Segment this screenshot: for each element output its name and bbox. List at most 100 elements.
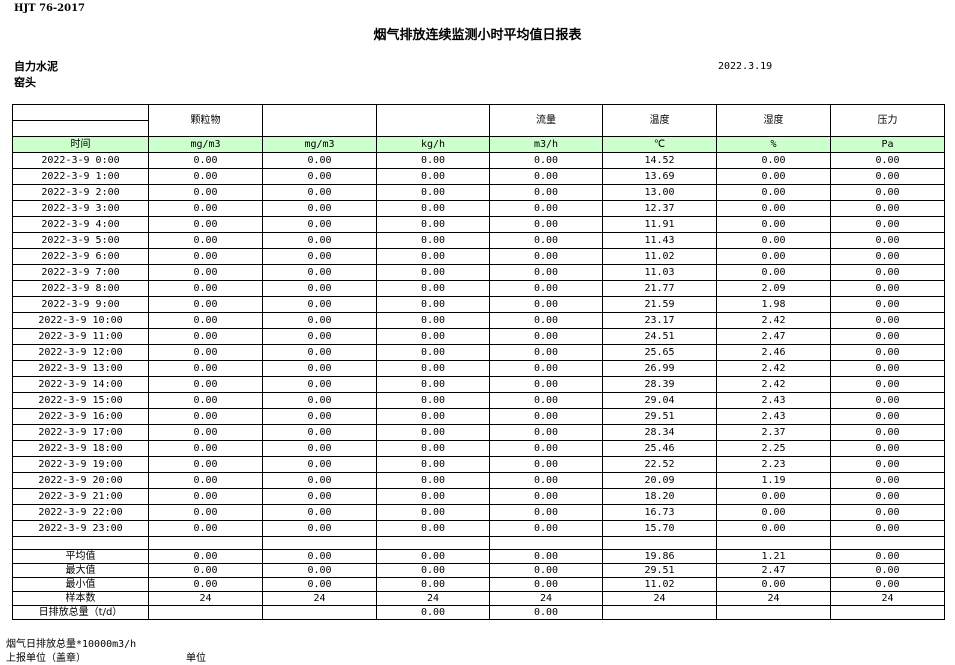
flue-total-note: 烟气日排放总量*10000m3/h	[6, 639, 137, 650]
value-cell: 0.00	[489, 216, 603, 233]
value-cell	[148, 536, 263, 550]
value-cell: 0.00	[830, 440, 945, 457]
value-cell: 0.00	[262, 264, 377, 281]
value-cell: 0.00	[830, 360, 945, 377]
value-cell: 0.00	[376, 168, 490, 185]
value-cell: 0.00	[489, 456, 603, 473]
value-cell: 0.00	[716, 152, 831, 169]
value-cell: 22.52	[602, 456, 717, 473]
row-label: 2022-3-9 17:00	[12, 424, 149, 441]
value-cell: 0.00	[716, 577, 831, 592]
table-row: 2022-3-9 4:00 0.00 0.00 0.00 0.00 11.91 0.00 0.…	[12, 216, 945, 233]
row-label: 2022-3-9 9:00	[12, 296, 149, 313]
value-cell: 0.00	[830, 200, 945, 217]
value-cell: 0.00	[830, 577, 945, 592]
value-cell	[148, 605, 263, 620]
row-label: 2022-3-9 2:00	[12, 184, 149, 201]
value-cell: 28.39	[602, 376, 717, 393]
value-cell: 0.00	[376, 296, 490, 313]
value-cell: 0.00	[148, 184, 263, 201]
value-cell: 0.00	[262, 168, 377, 185]
value-cell: 0.00	[376, 504, 490, 521]
value-cell: 0.00	[262, 376, 377, 393]
value-cell: 0.00	[262, 184, 377, 201]
value-cell: 0.00	[716, 504, 831, 521]
row-label: 2022-3-9 14:00	[12, 376, 149, 393]
value-cell: 13.69	[602, 168, 717, 185]
row-label: 样本数	[12, 591, 149, 606]
value-cell: 0.00	[716, 200, 831, 217]
value-cell: 0.00	[489, 152, 603, 169]
value-cell: 2.09	[716, 280, 831, 297]
value-cell: 1.98	[716, 296, 831, 313]
report-date: 2022.3.19	[718, 61, 773, 72]
value-cell: 0.00	[489, 168, 603, 185]
value-cell: 0.00	[262, 152, 377, 169]
value-cell: 0.00	[262, 520, 377, 537]
table-row: 2022-3-9 16:00 0.00 0.00 0.00 0.00 29.51 2.43 0…	[12, 408, 945, 425]
value-cell: 0.00	[489, 376, 603, 393]
value-cell: 29.51	[602, 408, 717, 425]
value-cell	[830, 605, 945, 620]
value-cell: 0.00	[262, 488, 377, 505]
company-name: 自力水泥	[14, 60, 58, 73]
table-row: 2022-3-9 9:00 0.00 0.00 0.00 0.00 21.59 1.98 0.…	[12, 296, 945, 313]
value-cell: 0.00	[830, 216, 945, 233]
value-cell: 0.00	[716, 232, 831, 249]
value-cell: 0.00	[489, 424, 603, 441]
value-cell: 0.00	[148, 216, 263, 233]
value-cell: 0.00	[830, 488, 945, 505]
value-cell: 0.00	[376, 563, 490, 578]
row-label: 2022-3-9 15:00	[12, 392, 149, 409]
reporting-unit-label: 上报单位（盖章）	[6, 653, 86, 664]
value-cell	[376, 536, 490, 550]
value-cell: 0.00	[716, 520, 831, 537]
value-cell: 0.00	[262, 344, 377, 361]
value-cell: 0.00	[489, 360, 603, 377]
unit-cell: ℃	[602, 136, 717, 153]
column-header	[262, 104, 377, 137]
value-cell: 0.00	[376, 248, 490, 265]
value-cell: 11.03	[602, 264, 717, 281]
value-cell: 0.00	[148, 488, 263, 505]
value-cell: 24	[602, 591, 717, 606]
value-cell: 0.00	[830, 168, 945, 185]
value-cell: 0.00	[148, 408, 263, 425]
value-cell: 0.00	[262, 424, 377, 441]
value-cell: 0.00	[716, 488, 831, 505]
value-cell: 0.00	[262, 563, 377, 578]
value-cell: 0.00	[262, 232, 377, 249]
value-cell: 0.00	[262, 549, 377, 564]
header-blank-cell	[12, 104, 149, 121]
value-cell: 24	[716, 591, 831, 606]
table-row: 2022-3-9 6:00 0.00 0.00 0.00 0.00 11.02 0.00 0.…	[12, 248, 945, 265]
table-row: 2022-3-9 2:00 0.00 0.00 0.00 0.00 13.00 0.00 0.…	[12, 184, 945, 201]
value-cell: 0.00	[262, 248, 377, 265]
value-cell: 16.73	[602, 504, 717, 521]
value-cell: 2.47	[716, 563, 831, 578]
value-cell: 2.25	[716, 440, 831, 457]
value-cell: 0.00	[148, 456, 263, 473]
table-row: 2022-3-9 11:00 0.00 0.00 0.00 0.00 24.51 2.47 0…	[12, 328, 945, 345]
row-label	[12, 536, 149, 550]
summary-row: 日排放总量（t/d） 0.00 0.00	[12, 605, 945, 620]
value-cell: 2.42	[716, 376, 831, 393]
value-cell: 0.00	[830, 472, 945, 489]
value-cell	[716, 536, 831, 550]
value-cell: 0.00	[376, 152, 490, 169]
value-cell: 0.00	[262, 312, 377, 329]
value-cell: 0.00	[830, 563, 945, 578]
value-cell: 0.00	[489, 328, 603, 345]
value-cell: 0.00	[262, 392, 377, 409]
value-cell: 24	[376, 591, 490, 606]
unit-label: 单位	[186, 653, 206, 664]
value-cell: 1.19	[716, 472, 831, 489]
table-row: 2022-3-9 20:00 0.00 0.00 0.00 0.00 20.09 1.19 0…	[12, 472, 945, 489]
value-cell: 0.00	[489, 408, 603, 425]
value-cell: 0.00	[830, 392, 945, 409]
value-cell: 0.00	[262, 577, 377, 592]
value-cell: 0.00	[148, 376, 263, 393]
value-cell: 0.00	[376, 488, 490, 505]
value-cell: 0.00	[376, 264, 490, 281]
summary-row: 最小值 0.00 0.00 0.00 0.00 11.02 0.00 0.00	[12, 577, 945, 592]
